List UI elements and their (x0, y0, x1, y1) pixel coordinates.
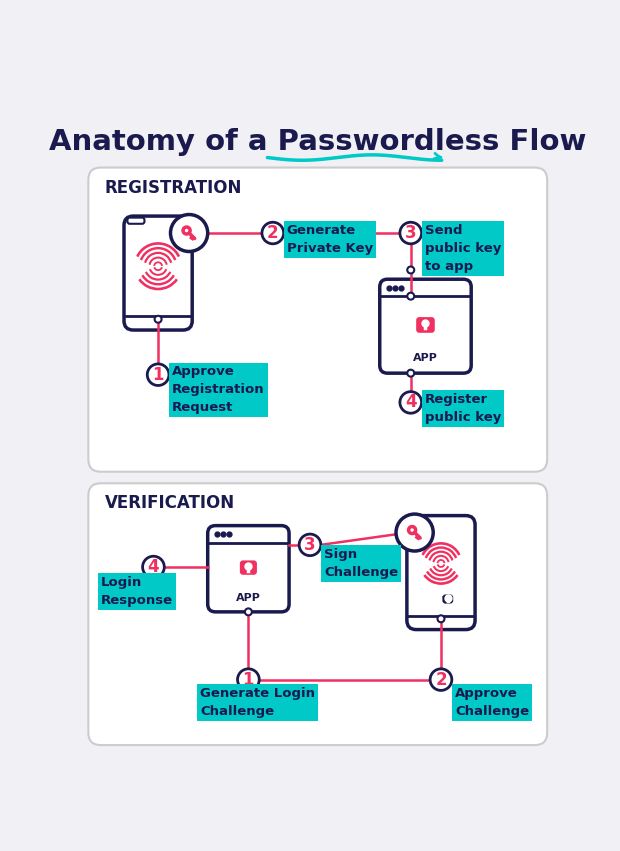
Circle shape (407, 369, 414, 377)
FancyBboxPatch shape (124, 216, 192, 330)
Circle shape (148, 364, 169, 386)
Text: 3: 3 (304, 536, 316, 554)
Text: Register
public key: Register public key (425, 393, 501, 424)
Circle shape (154, 316, 162, 323)
Circle shape (245, 608, 252, 615)
Text: Anatomy of a Passwordless Flow: Anatomy of a Passwordless Flow (49, 129, 587, 157)
FancyBboxPatch shape (443, 595, 453, 603)
FancyBboxPatch shape (416, 317, 435, 333)
FancyBboxPatch shape (379, 279, 471, 373)
Circle shape (430, 669, 452, 690)
Circle shape (400, 391, 422, 414)
FancyBboxPatch shape (88, 168, 547, 471)
Text: 1: 1 (153, 366, 164, 384)
Text: Sign
Challenge: Sign Challenge (324, 548, 398, 579)
Circle shape (438, 615, 445, 622)
Text: 1: 1 (242, 671, 254, 688)
Circle shape (143, 557, 164, 578)
Text: 4: 4 (148, 558, 159, 576)
Text: Login
Response: Login Response (100, 576, 173, 608)
FancyBboxPatch shape (407, 516, 475, 630)
Text: Generate Login
Challenge: Generate Login Challenge (200, 688, 316, 718)
Text: APP: APP (413, 353, 438, 363)
FancyBboxPatch shape (240, 561, 257, 574)
Text: VERIFICATION: VERIFICATION (105, 494, 235, 512)
FancyBboxPatch shape (88, 483, 547, 745)
Circle shape (237, 669, 259, 690)
Text: 4: 4 (405, 393, 417, 411)
FancyBboxPatch shape (410, 517, 427, 523)
FancyBboxPatch shape (208, 526, 289, 612)
Text: 2: 2 (267, 224, 278, 242)
Text: 2: 2 (435, 671, 447, 688)
Text: Approve
Registration
Request: Approve Registration Request (172, 365, 265, 414)
FancyBboxPatch shape (128, 218, 144, 224)
Text: Approve
Challenge: Approve Challenge (455, 688, 529, 718)
Circle shape (400, 222, 422, 243)
Text: REGISTRATION: REGISTRATION (105, 179, 242, 197)
Circle shape (170, 214, 208, 252)
Circle shape (396, 514, 433, 551)
Circle shape (355, 230, 361, 237)
Circle shape (407, 293, 414, 300)
Circle shape (299, 534, 321, 556)
Text: Send
public key
to app: Send public key to app (425, 224, 501, 273)
Text: 3: 3 (405, 224, 417, 242)
Text: APP: APP (236, 593, 261, 603)
Circle shape (407, 266, 414, 273)
Text: Generate
Private Key: Generate Private Key (286, 224, 373, 254)
Circle shape (262, 222, 284, 243)
